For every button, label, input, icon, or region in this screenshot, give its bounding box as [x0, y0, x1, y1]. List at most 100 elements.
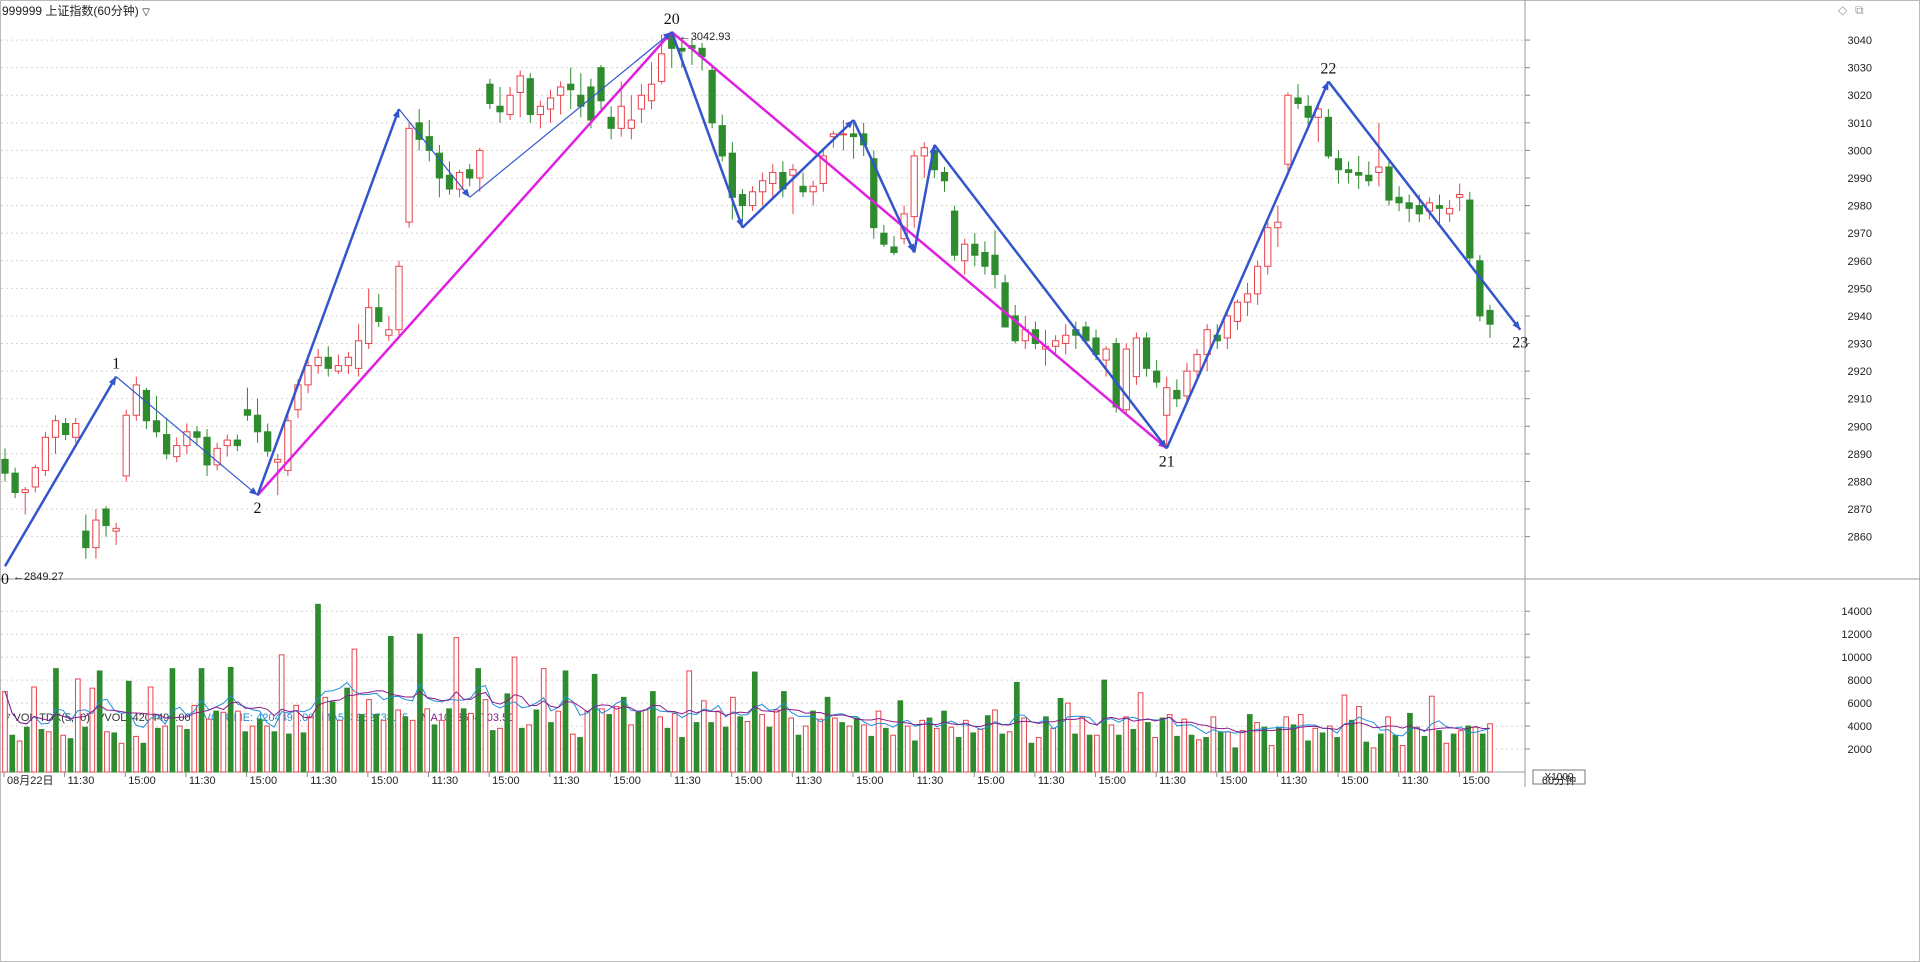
volume-bar	[1203, 737, 1209, 773]
time-tick-label: 15:00	[977, 775, 1005, 787]
candle-body	[647, 83, 656, 102]
wave-label: 22	[1320, 60, 1336, 77]
price-tick-label: 3010	[1848, 118, 1872, 130]
volume-bar	[1101, 679, 1108, 773]
candle-body	[1304, 105, 1312, 118]
volume-bar	[1407, 712, 1413, 773]
volume-bar	[1319, 732, 1326, 773]
volume-bar	[468, 712, 474, 773]
volume-bar	[322, 696, 329, 773]
volume-bar	[788, 717, 795, 773]
volume-bar	[1188, 734, 1195, 773]
volume-bar	[1006, 731, 1013, 773]
volume-bar	[155, 727, 161, 773]
candle-body	[21, 489, 29, 493]
time-tick-label: 11:30	[310, 775, 337, 787]
price-tick-label: 2940	[1848, 311, 1872, 323]
wave-blue-line	[3, 375, 118, 567]
diamond-icon[interactable]: ◇	[1838, 3, 1848, 17]
volume-bar	[1159, 717, 1166, 773]
candle-body	[1466, 199, 1474, 259]
volume-bar	[700, 700, 707, 773]
candle-body	[1193, 354, 1201, 372]
volume-bar	[366, 699, 372, 773]
volume-bar	[438, 719, 445, 773]
wave-label: 2	[254, 500, 262, 517]
volume-bar	[992, 709, 998, 773]
volume-bar	[1268, 745, 1275, 773]
volume-bar	[1334, 737, 1340, 773]
candle-body	[658, 53, 666, 82]
volume-bar	[1014, 681, 1020, 773]
candle-body	[264, 431, 272, 452]
volume-bar	[926, 717, 933, 773]
candle-body	[1153, 370, 1161, 383]
wave-blue-line	[1165, 80, 1330, 449]
volume-bar	[96, 670, 103, 773]
volume-bar	[591, 673, 598, 773]
volume-bar	[737, 716, 744, 773]
time-tick-label: 11:30	[917, 775, 944, 787]
price-tick-label: 3020	[1848, 90, 1872, 102]
restore-window-icon[interactable]: ⧉	[1855, 3, 1864, 17]
candle-body	[1264, 227, 1272, 267]
candle-body	[213, 447, 221, 466]
volume-bar	[24, 726, 30, 773]
volume-bar	[1356, 706, 1362, 773]
candle-body	[809, 185, 817, 193]
volume-ma-lines	[4, 681, 1491, 737]
volume-bar	[1217, 731, 1224, 773]
volume-bar	[817, 718, 824, 773]
volume-tick-label: 10000	[1841, 652, 1872, 664]
volume-bar	[628, 724, 634, 773]
price-tick-label: 2960	[1848, 256, 1872, 268]
time-tick-label: 11:30	[1280, 775, 1307, 787]
time-tick-label: 11:30	[553, 775, 580, 787]
volume-bar	[955, 737, 962, 773]
volume-bar	[562, 670, 569, 773]
wave-arrowhead	[907, 243, 915, 253]
volume-bar	[657, 716, 663, 773]
candle-body	[142, 389, 151, 422]
wave-labels: 0 1 2 20 21 22 23 ←3042.93 ←2849.27	[1, 11, 1528, 588]
volume-bar	[74, 678, 81, 773]
candle-body	[1395, 196, 1403, 204]
candle-body	[748, 191, 757, 207]
volume-bar	[9, 734, 16, 773]
candle-body	[435, 152, 444, 179]
time-tick-label: 15:00	[1341, 775, 1369, 787]
volume-bar	[220, 711, 227, 773]
wave-arrowhead	[1321, 81, 1329, 91]
volume-bar	[133, 735, 139, 773]
volume-bar	[329, 701, 336, 773]
volume-bar	[1145, 722, 1151, 773]
wave-label: 20	[664, 11, 680, 28]
volume-bar	[1115, 734, 1122, 773]
candle-body	[910, 155, 918, 218]
volume-bar	[948, 726, 955, 773]
volume-bar	[278, 654, 285, 773]
triangle-down-icon[interactable]: ▽	[142, 7, 150, 18]
time-tick-label: 15:00	[492, 775, 520, 787]
volume-bar	[759, 714, 765, 773]
volume-bar	[2, 691, 8, 773]
candlesticks	[1, 31, 1494, 559]
candle-body	[1415, 205, 1423, 215]
volume-bar	[1094, 734, 1100, 773]
time-tick-label: 11:30	[1038, 775, 1065, 787]
volume-bar	[1363, 741, 1370, 773]
candle-body	[1334, 158, 1343, 171]
price-tick-label: 2950	[1848, 283, 1872, 295]
price-tick-label: 3040	[1848, 35, 1872, 47]
volume-bar	[1414, 726, 1421, 773]
time-tick-label: 11:30	[1402, 775, 1429, 787]
volume-bar	[642, 709, 649, 773]
candle-body	[253, 414, 262, 433]
volume-bar	[38, 729, 45, 773]
wave-arrowhead	[1512, 321, 1521, 330]
candle-body	[314, 356, 322, 367]
period-label: 60分钟	[1542, 773, 1576, 787]
